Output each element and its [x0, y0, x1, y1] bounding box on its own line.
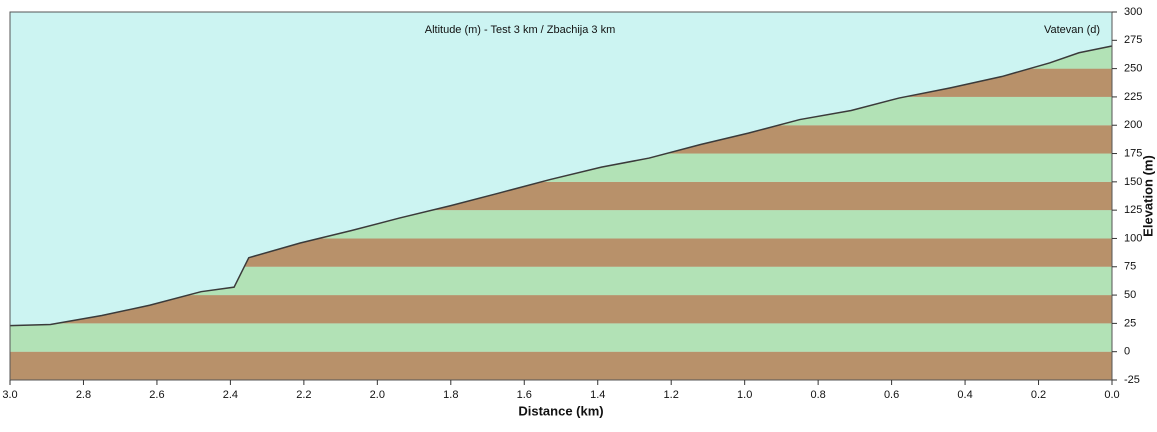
x-tick-label: 1.8	[443, 389, 458, 401]
x-tick-label: 0.2	[1031, 389, 1046, 401]
chart-title: Altitude (m) - Test 3 km / Zbachija 3 km	[425, 24, 616, 36]
x-tick-label: 0.6	[884, 389, 899, 401]
elevation-band	[10, 323, 1112, 352]
x-tick-label: 2.2	[296, 389, 311, 401]
y-tick-label: 125	[1124, 204, 1142, 216]
x-tick-label: 2.0	[370, 389, 385, 401]
x-tick-label: 1.0	[737, 389, 752, 401]
y-tick-label: 225	[1124, 91, 1142, 103]
x-tick-label: 2.6	[149, 389, 164, 401]
plot-frame	[9, 11, 1113, 381]
x-tick-label: 0.0	[1104, 389, 1119, 401]
x-tick-label: 0.8	[810, 389, 825, 401]
y-tick-label: 200	[1124, 119, 1142, 131]
y-tick-label: 75	[1124, 261, 1136, 273]
elevation-line	[9, 45, 1113, 327]
x-axis-title: Distance (km)	[518, 403, 603, 418]
y-tick-label: 175	[1124, 147, 1142, 159]
y-axis-title: Elevation (m)	[1140, 155, 1155, 237]
x-tick-label: 2.8	[76, 389, 91, 401]
y-tick-label: 275	[1124, 34, 1142, 46]
y-tick-label: -25	[1124, 374, 1140, 386]
y-tick-label: 50	[1124, 289, 1136, 301]
x-tick-label: 1.4	[590, 389, 605, 401]
y-tick-label: 250	[1124, 63, 1142, 75]
elevation-band	[10, 295, 1112, 324]
x-tick-label: 1.6	[517, 389, 532, 401]
x-tick-label: 1.2	[664, 389, 679, 401]
x-tick-label: 3.0	[2, 389, 17, 401]
y-tick-label: 25	[1124, 317, 1136, 329]
x-tick-label: 0.4	[957, 389, 972, 401]
y-tick-label: 0	[1124, 346, 1130, 358]
elevation-band	[10, 351, 1112, 380]
y-tick-label: 100	[1124, 232, 1142, 244]
y-tick-label: 150	[1124, 176, 1142, 188]
y-tick-label: 300	[1124, 6, 1142, 18]
x-tick-label: 2.4	[223, 389, 238, 401]
annotation: Vatevan (d)	[1044, 24, 1100, 36]
